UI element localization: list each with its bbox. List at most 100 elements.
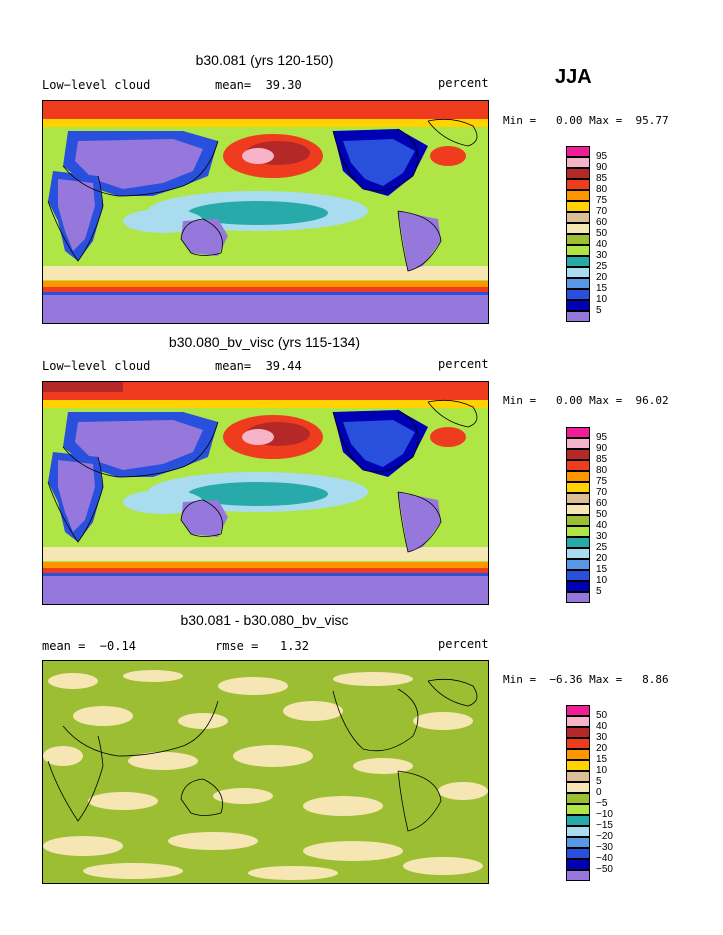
africa-land-inner [58,460,95,532]
panel-3-rmse: rmse = 1.32 [215,639,309,653]
arctic-band-yellow [43,119,488,127]
colorbar-swatch [566,782,590,793]
natlantic-red [430,146,466,166]
colorbar-label: 80 [596,184,608,195]
colorbar-label: 25 [596,261,608,272]
colorbar-label: 60 [596,217,608,228]
panel-2-variable-label: Low−level cloud [42,359,151,373]
colorbar-label: 5 [596,586,602,597]
panel-3-units: percent [438,637,489,651]
panel-1-title: b30.081 (yrs 120-150) [195,52,334,68]
colorbar-swatch [566,471,590,482]
colorbar-label: 80 [596,465,608,476]
colorbar-swatch [566,870,590,881]
panel-1-map [42,100,489,324]
colorbar-swatch [566,837,590,848]
coastlines [47,678,478,832]
colorbar-label: 30 [596,531,608,542]
colorbar-swatch [566,592,590,603]
colorbar-label: 30 [596,250,608,261]
panel-1-minmax: Min = 0.00 Max = 95.77 [503,114,669,127]
panel-3-minmax: Min = −6.36 Max = 8.86 [503,673,669,686]
colorbar-swatch [566,427,590,438]
colorbar-label: 50 [596,710,608,721]
colorbar-label: 15 [596,754,608,765]
colorbar-label: 85 [596,173,608,184]
colorbar-swatch [566,504,590,515]
colorbar-label: −10 [596,809,613,820]
colorbar-swatch [566,793,590,804]
colorbar-swatch [566,201,590,212]
colorbar-label: 90 [596,443,608,454]
panel-3-title: b30.081 - b30.080_bv_visc [180,612,349,628]
npacific-pink [242,429,274,445]
colorbar-label: 15 [596,283,608,294]
colorbar-swatch [566,438,590,449]
colorbar-swatch [566,515,590,526]
colorbar-label: −5 [596,798,608,809]
colorbar-label: 85 [596,454,608,465]
colorbar-swatch [566,826,590,837]
colorbar-swatch [566,570,590,581]
asia-land-inner [75,139,203,189]
colorbar-swatch [566,300,590,311]
colorbar-label: 10 [596,294,608,305]
colorbar-swatch [566,848,590,859]
pacific-teal [188,201,328,225]
panel-3-map [42,660,489,884]
colorbar-swatch [566,738,590,749]
colorbar-swatch [566,223,590,234]
colorbar-swatch [566,804,590,815]
colorbar-swatch [566,278,590,289]
colorbar-swatch [566,548,590,559]
antarctic-band [43,575,488,604]
arctic-band [43,101,488,119]
colorbar-label: 5 [596,305,602,316]
colorbar-swatch [566,212,590,223]
panel-2-units: percent [438,357,489,371]
colorbar-label: 10 [596,765,608,776]
pacific-teal [188,482,328,506]
panel-2-map [42,381,489,605]
panel-2-mean: mean= 39.44 [215,359,302,373]
arctic-band-yellow [43,400,488,408]
panel-1-mean: mean= 39.30 [215,78,302,92]
colorbar-label: 40 [596,520,608,531]
antarctic-band [43,294,488,323]
arctic-darkred [43,382,123,392]
colorbar-swatch [566,179,590,190]
colorbar-label: 60 [596,498,608,509]
colorbar-label: 20 [596,272,608,283]
colorbar-label: 50 [596,228,608,239]
colorbar-label: 70 [596,487,608,498]
colorbar-swatch [566,760,590,771]
colorbar-label: −20 [596,831,613,842]
colorbar-label: −50 [596,864,613,875]
colorbar-swatch [566,311,590,322]
colorbar-swatch [566,815,590,826]
colorbar-swatch [566,256,590,267]
difference-patches [43,670,488,880]
colorbar-swatch [566,190,590,201]
samerica-land [398,492,441,552]
colorbar-swatch [566,168,590,179]
namerica-land-inner [343,139,415,186]
coastlines [47,118,478,272]
southern-ocean-wheat [43,547,488,561]
namerica-land-inner [343,420,415,467]
antarctic-edge [43,573,488,576]
colorbar-swatch [566,245,590,256]
colorbar-swatch [566,449,590,460]
colorbar-swatch [566,460,590,471]
colorbar-label: 50 [596,509,608,520]
colorbar-label: 25 [596,542,608,553]
npacific-pink [242,148,274,164]
panel-3-mean: mean = −0.14 [42,639,136,653]
colorbar-swatch [566,771,590,782]
colorbar-label: 10 [596,575,608,586]
colorbar-label: 20 [596,743,608,754]
asia-land-inner [75,420,203,470]
colorbar-label: 40 [596,239,608,250]
panel-2-minmax: Min = 0.00 Max = 96.02 [503,394,669,407]
colorbar-swatch [566,749,590,760]
